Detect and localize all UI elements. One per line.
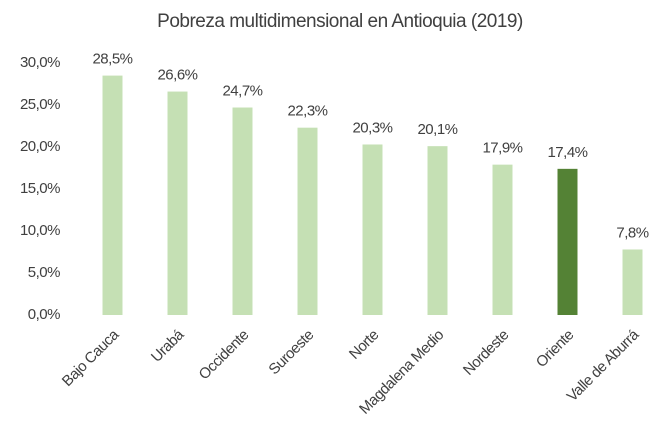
value-label: 24,7% <box>222 82 262 99</box>
bar <box>167 91 188 315</box>
x-tick-label: Suroeste <box>265 327 317 379</box>
bar <box>492 164 513 315</box>
value-label: 17,4% <box>547 144 587 161</box>
value-label: 28,5% <box>92 51 132 68</box>
x-tick-label: Norte <box>346 327 382 363</box>
x-tick-label: Urabá <box>148 326 188 366</box>
y-tick-label: 25,0% <box>20 96 60 113</box>
bar <box>297 127 318 316</box>
value-label: 26,6% <box>157 67 197 84</box>
value-label: 7,8% <box>616 224 648 241</box>
x-tick-label: Nordeste <box>460 327 512 379</box>
value-label: 17,9% <box>482 140 522 157</box>
bar <box>427 146 448 315</box>
y-tick-label: 5,0% <box>28 264 60 281</box>
bar <box>557 168 578 315</box>
y-tick-label: 0,0% <box>28 306 60 323</box>
value-label: 22,3% <box>287 103 327 120</box>
bar <box>362 144 383 315</box>
value-label: 20,3% <box>352 119 392 136</box>
bar <box>102 75 123 315</box>
x-tick-label: Bajo Cauca <box>59 326 123 390</box>
y-tick-label: 15,0% <box>20 180 60 197</box>
value-label: 20,1% <box>417 121 457 138</box>
chart-title: Pobreza multidimensional en Antioquia (2… <box>157 11 523 32</box>
bar <box>232 107 253 316</box>
bar <box>622 249 643 315</box>
x-tick-label: Oriente <box>533 327 577 371</box>
x-tick-label: Occidente <box>196 327 253 384</box>
y-tick-label: 30,0% <box>20 54 60 71</box>
y-tick-label: 20,0% <box>20 138 60 155</box>
y-tick-label: 10,0% <box>20 222 60 239</box>
